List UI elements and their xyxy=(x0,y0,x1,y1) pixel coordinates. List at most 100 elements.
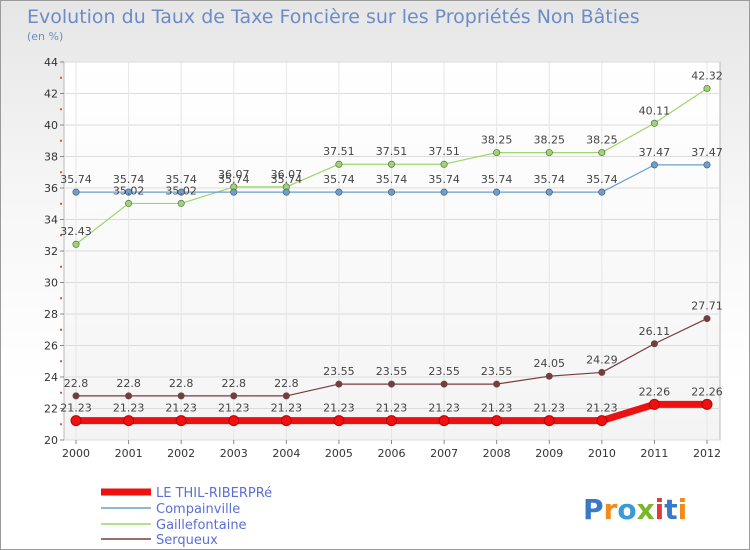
data-point xyxy=(648,398,660,410)
y-minor-tick xyxy=(60,202,62,205)
data-point xyxy=(72,392,80,400)
logo-letter: o xyxy=(617,493,636,526)
data-point xyxy=(387,160,395,168)
x-axis: 2000 2001 2002 2003 2004 2005 2006 2007 2008 2009… xyxy=(62,440,721,460)
data-label: 35.74 xyxy=(113,173,145,186)
y-tick-label: 20 xyxy=(44,434,58,447)
data-label: 23.55 xyxy=(323,365,355,378)
data-point xyxy=(703,315,711,323)
data-point xyxy=(72,188,80,196)
data-label: 21.23 xyxy=(165,402,197,415)
series-layer xyxy=(70,84,713,427)
data-point xyxy=(70,415,82,427)
y-minor-tick xyxy=(60,328,62,331)
y-minor-tick xyxy=(60,360,62,363)
data-point xyxy=(440,380,448,388)
logo-letter: r xyxy=(604,493,618,526)
data-label: 37.51 xyxy=(323,145,355,158)
y-tick-label: 30 xyxy=(44,277,58,290)
y-tick-label: 26 xyxy=(44,340,58,353)
data-label: 21.23 xyxy=(60,402,92,415)
data-label: 37.51 xyxy=(428,145,460,158)
data-label: 38.25 xyxy=(586,134,618,147)
data-label: 38.25 xyxy=(534,134,566,147)
data-label: 21.23 xyxy=(113,402,145,415)
y-tick-label: 28 xyxy=(44,308,58,321)
data-point xyxy=(596,415,608,427)
data-point xyxy=(545,372,553,380)
data-label: 23.55 xyxy=(481,365,513,378)
data-point xyxy=(228,415,240,427)
legend-label-le-thil-riberpre: LE THIL-RIBERPRé xyxy=(156,486,272,501)
data-point xyxy=(440,188,448,196)
data-label: 35.74 xyxy=(60,173,92,186)
data-point xyxy=(123,415,135,427)
data-label: 42.32 xyxy=(691,69,723,82)
data-labels-layer: 22.8 22.8 22.8 22.8 22.8 23.55 23.55 23.55 23.55… xyxy=(60,69,723,414)
data-point xyxy=(440,160,448,168)
data-point xyxy=(493,380,501,388)
data-point xyxy=(703,84,711,92)
y-minor-tick xyxy=(60,108,62,111)
data-label: 35.74 xyxy=(428,173,460,186)
logo-letter: x xyxy=(637,493,655,526)
data-point xyxy=(493,188,501,196)
x-tick-label: 2008 xyxy=(483,447,511,460)
chart-title: Evolution du Taux de Taxe Foncière sur l… xyxy=(27,6,640,28)
data-point xyxy=(335,160,343,168)
data-point xyxy=(280,415,292,427)
y-minor-tick xyxy=(60,139,62,142)
data-label: 35.02 xyxy=(165,184,197,197)
data-point xyxy=(387,188,395,196)
y-axis: 20 22 24 26 28 30 32 34 36 38 40 42 44 xyxy=(44,56,64,447)
data-label: 24.29 xyxy=(586,353,618,366)
data-label: 22.8 xyxy=(116,377,141,390)
data-point xyxy=(543,415,555,427)
x-tick-label: 2006 xyxy=(378,447,406,460)
data-label: 35.74 xyxy=(165,173,197,186)
y-tick-label: 38 xyxy=(44,151,58,164)
data-point xyxy=(125,188,133,196)
data-point xyxy=(282,392,290,400)
proxiti-logo: Proxiti xyxy=(583,493,687,526)
data-label: 22.8 xyxy=(274,377,299,390)
data-label: 38.25 xyxy=(481,134,513,147)
logo-letter: P xyxy=(583,493,604,526)
data-point xyxy=(650,119,658,127)
logo-letter: i xyxy=(655,493,665,526)
legend: LE THIL-RIBERPRéCompainvilleGaillefontai… xyxy=(101,486,272,548)
x-tick-label: 2000 xyxy=(62,447,90,460)
x-tick-label: 2010 xyxy=(588,447,616,460)
data-label: 23.55 xyxy=(376,365,408,378)
x-tick-label: 2011 xyxy=(640,447,668,460)
data-label: 35.74 xyxy=(323,173,355,186)
y-minor-tick xyxy=(60,297,62,300)
legend-label-compainville: Compainville xyxy=(156,502,240,517)
data-point xyxy=(125,392,133,400)
y-minor-tick xyxy=(60,171,62,174)
grid-lines xyxy=(64,61,720,441)
data-point xyxy=(650,340,658,348)
logo-letter: t xyxy=(664,493,677,526)
y-tick-label: 44 xyxy=(44,56,58,69)
x-tick-label: 2012 xyxy=(693,447,721,460)
chart-subtitle: (en %) xyxy=(27,30,63,43)
data-label: 37.51 xyxy=(376,145,408,158)
data-point xyxy=(703,161,711,169)
y-tick-label: 36 xyxy=(44,182,58,195)
y-minor-tick xyxy=(60,265,62,268)
data-label: 32.43 xyxy=(60,225,92,238)
data-point xyxy=(175,415,187,427)
data-label: 21.23 xyxy=(534,402,566,415)
y-minor-tick xyxy=(60,391,62,394)
data-point xyxy=(230,188,238,196)
data-point xyxy=(177,392,185,400)
data-label: 22.8 xyxy=(169,377,194,390)
data-label: 21.23 xyxy=(586,402,618,415)
y-tick-label: 34 xyxy=(44,214,58,227)
y-tick-label: 24 xyxy=(44,371,58,384)
data-label: 40.11 xyxy=(639,104,671,117)
data-label: 22.8 xyxy=(64,377,89,390)
data-label: 22.26 xyxy=(691,385,723,398)
